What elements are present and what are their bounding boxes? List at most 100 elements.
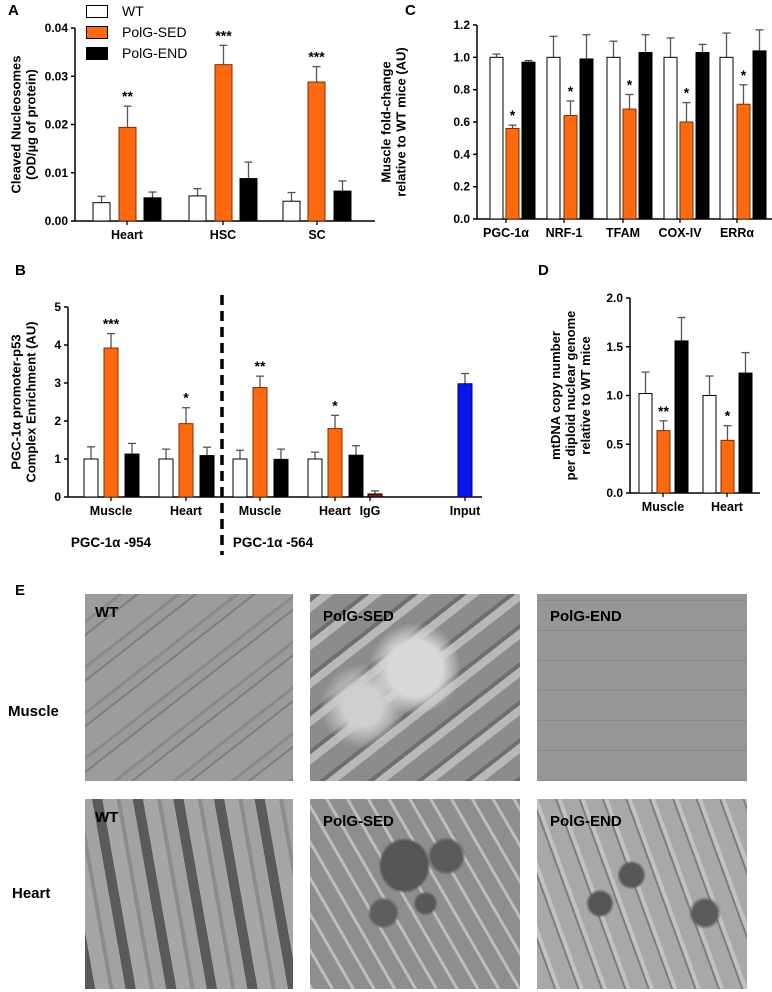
y-tick-label: 4 bbox=[54, 338, 61, 352]
bar-group: * bbox=[307, 397, 364, 498]
y-axis-label: mtDNA copy number bbox=[548, 331, 563, 460]
bar bbox=[348, 454, 364, 498]
y-tick-label: 0.02 bbox=[45, 118, 69, 132]
significance-marker: * bbox=[510, 107, 516, 123]
bar-group: *** bbox=[282, 49, 352, 222]
bar bbox=[489, 56, 504, 220]
y-tick-label: 0.8 bbox=[453, 83, 470, 97]
y-tick-label: 2.0 bbox=[606, 291, 623, 305]
significance-marker: *** bbox=[103, 316, 120, 332]
bar-group: ** bbox=[92, 88, 162, 222]
significance-marker: *** bbox=[215, 27, 232, 43]
bar bbox=[143, 197, 162, 222]
significance-marker: ** bbox=[122, 88, 133, 104]
bar bbox=[752, 50, 767, 220]
em-image-muscle-polg-sed: PolG-SED bbox=[310, 594, 520, 781]
bar bbox=[702, 395, 717, 494]
bar bbox=[214, 64, 233, 222]
x-category-label: Muscle bbox=[642, 500, 684, 514]
bar bbox=[118, 126, 137, 222]
y-tick-label: 2 bbox=[54, 414, 61, 428]
bar bbox=[674, 340, 689, 494]
bar bbox=[663, 56, 678, 220]
em-image-muscle-polg-end: PolG-END bbox=[537, 594, 747, 781]
y-tick-label: 0.2 bbox=[453, 180, 470, 194]
bar bbox=[199, 455, 215, 498]
x-category-label: TFAM bbox=[606, 226, 640, 240]
bar bbox=[606, 56, 621, 220]
bar bbox=[188, 195, 207, 222]
panel-d-letter: D bbox=[538, 262, 549, 279]
y-tick-label: 0.6 bbox=[453, 115, 470, 129]
bar-group: * bbox=[546, 34, 594, 220]
x-category-label: COX-IV bbox=[658, 226, 702, 240]
y-tick-label: 0.5 bbox=[606, 437, 623, 451]
em-label: WT bbox=[95, 809, 119, 826]
bar bbox=[546, 56, 561, 220]
bar bbox=[367, 493, 383, 498]
y-tick-label: 0.0 bbox=[606, 486, 623, 500]
bar-group: *** bbox=[83, 316, 140, 498]
legend-label: WT bbox=[122, 3, 144, 19]
x-category-label: HSC bbox=[210, 228, 236, 242]
bar-group bbox=[367, 490, 383, 498]
legend-item-polg-sed: PolG-SED bbox=[86, 24, 187, 40]
bar bbox=[736, 103, 751, 220]
x-category-label: IgG bbox=[360, 504, 381, 518]
significance-marker: ** bbox=[658, 403, 669, 419]
chart-d-mtdna-copy-number: 0.0 0.5 1.0 1.5 2.0 mtDNA copy number per dipl… bbox=[548, 291, 760, 514]
legend-swatch-wt bbox=[86, 4, 108, 18]
em-label: PolG-END bbox=[550, 813, 622, 830]
y-tick-label: 0.04 bbox=[45, 21, 69, 35]
legend-label: PolG-SED bbox=[122, 24, 187, 40]
significance-marker: * bbox=[627, 77, 633, 93]
y-tick-label: 0.0 bbox=[453, 212, 470, 226]
bar bbox=[579, 58, 594, 220]
x-category-label: SC bbox=[308, 228, 325, 242]
x-category-label: PGC-1α bbox=[483, 226, 529, 240]
y-tick-label: 0.03 bbox=[45, 69, 69, 83]
y-axis-label: Cleaved Nucleosomes bbox=[9, 55, 24, 193]
panel-c-letter: C bbox=[405, 2, 416, 19]
y-tick-label: 3 bbox=[54, 376, 61, 390]
bar bbox=[695, 51, 710, 220]
chart-c-muscle-fold-change: 0.0 0.2 0.4 0.6 0.8 1.0 1.2 Muscle fold-change r… bbox=[379, 18, 772, 240]
bar bbox=[327, 428, 343, 498]
bar bbox=[679, 121, 694, 220]
x-category-label: Heart bbox=[319, 504, 352, 518]
group-label-954: PGC-1α -954 bbox=[71, 535, 152, 550]
x-category-label: Heart bbox=[111, 228, 144, 242]
bar bbox=[656, 430, 671, 494]
bar bbox=[252, 387, 268, 498]
y-axis-label: Muscle fold-change bbox=[379, 61, 394, 182]
bar bbox=[307, 458, 323, 498]
legend-swatch-sed bbox=[86, 25, 108, 39]
significance-marker: * bbox=[332, 397, 338, 413]
y-tick-label: 1.0 bbox=[606, 389, 623, 403]
bar-group: * bbox=[702, 351, 753, 494]
em-image-heart-wt: WT bbox=[85, 799, 293, 989]
row-label-muscle: Muscle bbox=[8, 703, 59, 720]
bar bbox=[521, 61, 536, 220]
bar bbox=[622, 108, 637, 220]
bar-group: * bbox=[663, 37, 710, 220]
y-tick-label: 1.0 bbox=[453, 50, 470, 64]
bar-group: * bbox=[158, 390, 215, 498]
y-tick-label: 0.00 bbox=[45, 214, 69, 228]
legend-item-wt: WT bbox=[86, 3, 144, 19]
em-image-heart-polg-end: PolG-END bbox=[537, 799, 747, 989]
x-category-label: Heart bbox=[170, 504, 203, 518]
bar bbox=[92, 202, 111, 222]
row-label-heart: Heart bbox=[12, 885, 51, 902]
group-label-564: PGC-1α -564 bbox=[233, 535, 314, 550]
y-tick-label: 0 bbox=[54, 490, 61, 504]
bar bbox=[103, 347, 119, 498]
bar bbox=[282, 200, 301, 222]
significance-marker: * bbox=[725, 408, 731, 424]
bar bbox=[505, 127, 520, 220]
significance-marker: * bbox=[741, 67, 747, 83]
legend-item-polg-end: PolG-END bbox=[86, 45, 187, 61]
panel-a-letter: A bbox=[8, 2, 19, 19]
bar bbox=[738, 372, 753, 494]
bar bbox=[307, 81, 326, 222]
